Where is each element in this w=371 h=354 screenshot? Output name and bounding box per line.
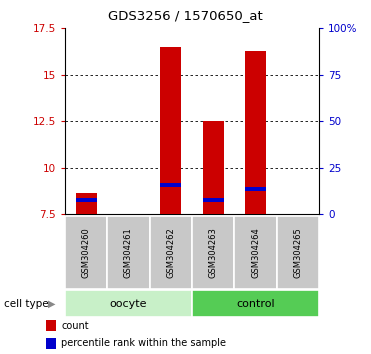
Bar [46,320,56,331]
Text: GDS3256 / 1570650_at: GDS3256 / 1570650_at [108,9,263,22]
Bar [150,216,192,289]
Text: oocyte: oocyte [110,298,147,309]
Text: percentile rank within the sample: percentile rank within the sample [61,338,226,348]
Bar [245,187,266,191]
Text: ▶: ▶ [48,298,56,309]
Bar [203,198,224,202]
Text: count: count [61,321,89,331]
Bar [245,51,266,214]
Text: GSM304261: GSM304261 [124,227,133,278]
Bar [160,47,181,214]
Text: GSM304265: GSM304265 [293,227,302,278]
Text: GSM304263: GSM304263 [209,227,218,278]
Text: GSM304262: GSM304262 [166,227,175,278]
Bar [160,183,181,187]
Text: cell type: cell type [4,298,48,309]
Bar [65,216,107,289]
Bar [192,290,319,317]
Bar [46,338,56,349]
Bar [76,198,97,202]
Text: GSM304264: GSM304264 [251,227,260,278]
Text: control: control [236,298,275,309]
Bar [203,121,224,214]
Bar [234,216,277,289]
Bar [65,290,192,317]
Bar [277,216,319,289]
Bar [107,216,150,289]
Bar [192,216,234,289]
Bar [76,193,97,214]
Text: GSM304260: GSM304260 [82,227,91,278]
